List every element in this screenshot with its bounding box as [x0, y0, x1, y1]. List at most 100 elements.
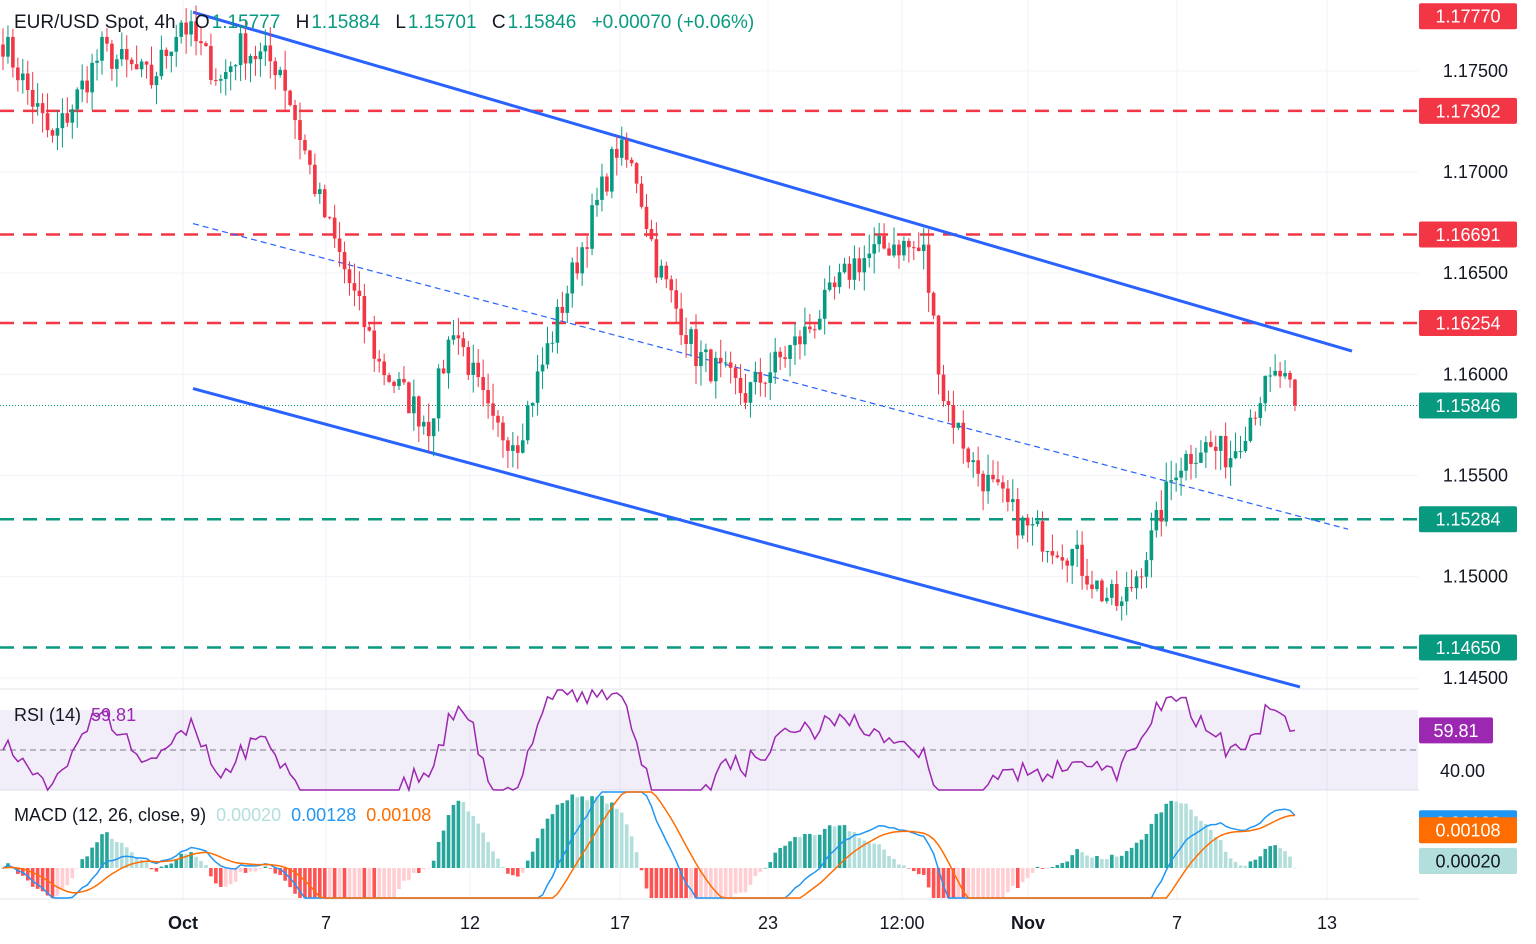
macd-histogram-bar [669, 868, 674, 898]
price-label: 1.17302 [1435, 101, 1500, 121]
candle-body [560, 306, 565, 313]
macd-histogram-bar [832, 826, 837, 868]
candle-body [783, 357, 787, 359]
price-label: 1.17770 [1435, 7, 1500, 27]
time-tick-label: 23 [758, 913, 778, 933]
macd-histogram-bar [446, 815, 451, 868]
price-tick-label: 1.17000 [1443, 162, 1508, 182]
macd-histogram-bar [258, 868, 263, 870]
candle-body [704, 349, 708, 353]
macd-histogram-bar [758, 868, 763, 872]
macd-histogram-bar [862, 840, 867, 868]
rsi-line [2, 688, 1296, 793]
macd-histogram-bar [585, 800, 589, 868]
candle-body [100, 36, 104, 61]
macd-histogram-bar [144, 862, 149, 868]
candle-body [327, 217, 332, 219]
macd-histogram-bar [842, 825, 847, 868]
low-label: L [395, 12, 406, 33]
candle-body [30, 89, 35, 107]
candle-body [129, 59, 134, 65]
macd-histogram-bar [426, 868, 431, 869]
candle-body [134, 64, 139, 70]
candle-body [590, 205, 594, 249]
macd-histogram-bar [124, 847, 129, 868]
macd-histogram-bar [629, 836, 634, 868]
macd-histogram-bar [951, 868, 956, 898]
candle-body [288, 90, 292, 106]
candle-body [694, 329, 698, 367]
macd-histogram-bar [139, 859, 144, 868]
macd-histogram-bar [1090, 857, 1094, 868]
candle-body [1006, 488, 1010, 503]
candlesticks [1, 5, 1297, 621]
macd-histogram-bar [1154, 813, 1159, 868]
macd-histogram-bar [1065, 861, 1070, 868]
macd-histogram-bar [966, 868, 971, 898]
candle-body [1, 44, 5, 57]
candle-body [90, 62, 94, 93]
macd-histogram-bar [110, 838, 114, 868]
macd-histogram-bar [798, 837, 802, 868]
candle-body [788, 345, 792, 359]
candle-body [60, 113, 65, 129]
macd-histogram-bar [1139, 839, 1144, 868]
macd-histogram-bar [912, 868, 916, 872]
candle-body [535, 371, 540, 403]
candle-body [921, 244, 926, 252]
rsi-name[interactable]: RSI (14) [14, 705, 82, 725]
candle-body [803, 326, 807, 345]
candle-body [387, 375, 391, 382]
macd-histogram-bar [540, 828, 545, 868]
candle-body [659, 265, 664, 278]
candle-body [1154, 509, 1159, 531]
macd-histogram-bar [1, 868, 5, 869]
macd-histogram-bar [367, 868, 372, 898]
candle-body [976, 460, 980, 474]
candle-body [827, 282, 832, 290]
macd-histogram-bar [931, 868, 936, 898]
macd-histogram-bar [1006, 868, 1010, 893]
time-tick-label: 12 [460, 913, 480, 933]
macd-histogram-bar [204, 865, 208, 868]
macd-histogram-bar [961, 868, 966, 898]
candle-body [6, 36, 10, 57]
candle-body [689, 329, 693, 344]
symbol-title[interactable]: EUR/USD Spot, 4h [14, 12, 176, 33]
macd-histogram-bar [902, 865, 906, 868]
macd-histogram-bar [1124, 851, 1129, 868]
macd-histogram-bar [837, 825, 842, 868]
macd-histogram-bar [897, 864, 901, 868]
candle-body [367, 327, 372, 331]
time-tick-label: Oct [168, 913, 198, 933]
macd-histogram-bar [550, 814, 555, 868]
candle-body [615, 148, 619, 158]
macd-histogram-bar [431, 860, 436, 868]
macd-histogram-bar [377, 868, 381, 898]
candle-body [496, 415, 500, 423]
macd-histogram-bar [308, 868, 312, 898]
candle-body [65, 113, 70, 123]
macd-histogram-bar [194, 856, 198, 868]
candle-body [1035, 521, 1040, 525]
rsi-panel [0, 688, 1418, 793]
time-tick-label: 17 [610, 913, 630, 933]
candle-body [273, 61, 278, 76]
candle-body [16, 67, 20, 81]
price-label-box [1419, 309, 1517, 336]
macd-name[interactable]: MACD (12, 26, close, 9) [14, 805, 207, 825]
candle-body [352, 283, 357, 291]
macd-histogram-bar [580, 796, 584, 868]
macd-histogram-bar [1213, 837, 1218, 868]
macd-histogram-bar [1025, 868, 1030, 879]
macd-panel [1, 791, 1297, 899]
candle-body [565, 293, 570, 313]
candle-body [1030, 524, 1035, 526]
candle-body [392, 381, 396, 386]
macd-histogram-bar [248, 868, 253, 872]
candle-body [986, 474, 990, 492]
macd-histogram-bar [867, 842, 872, 868]
macd-histogram-bar [709, 868, 713, 898]
macd-histogram-bar [278, 868, 282, 876]
candle-body [1144, 560, 1149, 577]
